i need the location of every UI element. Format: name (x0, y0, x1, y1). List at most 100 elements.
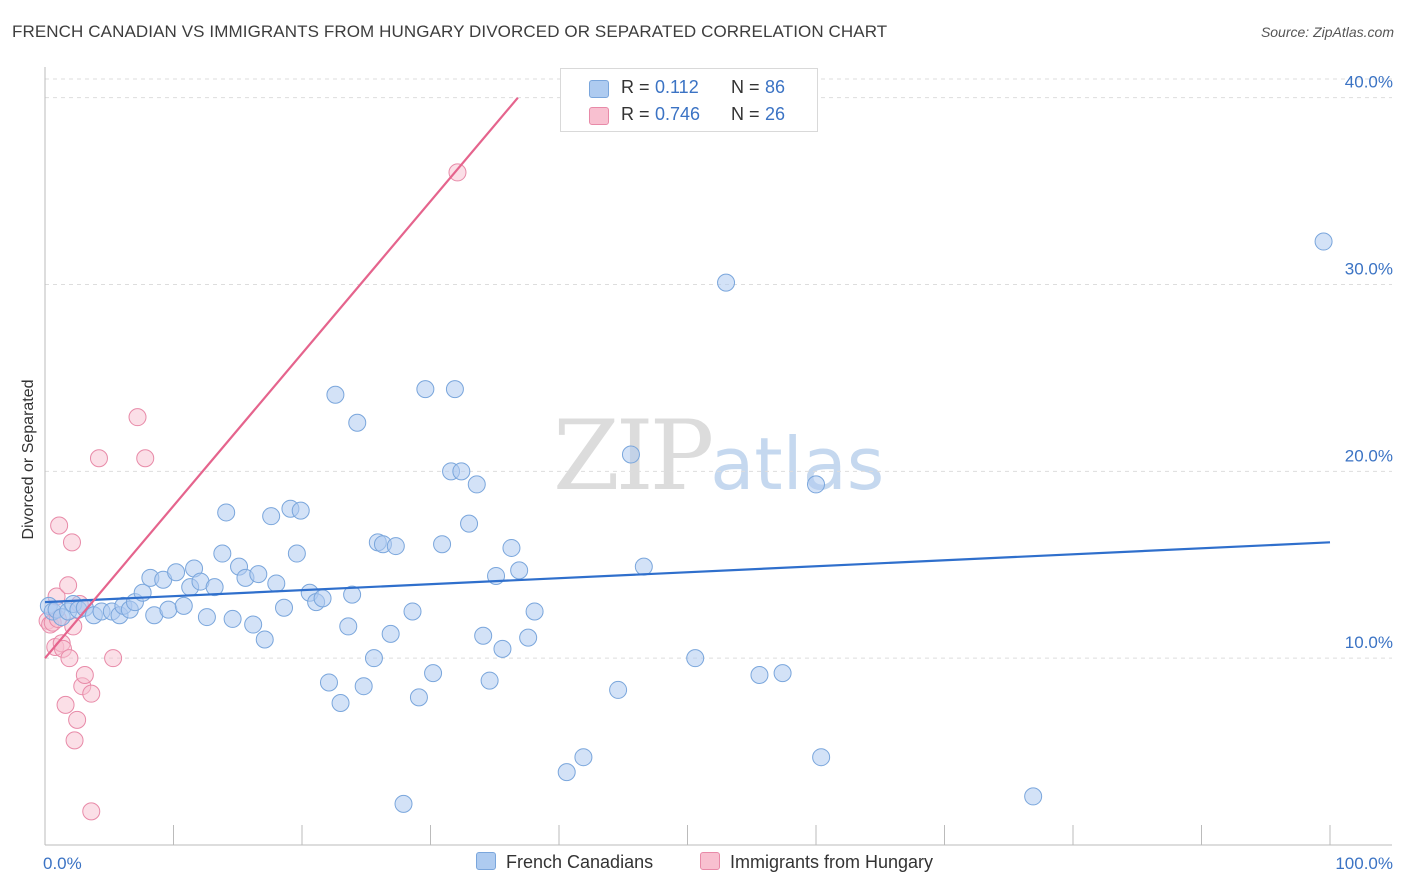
french-canadian-point (773, 664, 792, 683)
french-canadian-point (750, 665, 769, 684)
french-canadian-point (609, 680, 628, 699)
bottom-legend-label: French Canadians (506, 852, 654, 872)
hungary-point (60, 649, 79, 668)
tick-labels: 10.0% 20.0% 30.0% 40.0% 0.0% 100.0% Divorced o… (20, 73, 1393, 873)
french-canadian-point (205, 578, 224, 597)
y-tick-label: 40.0% (1345, 73, 1393, 92)
hungary-points (38, 163, 467, 821)
french-canadian-trend-line (44, 541, 1331, 604)
legend-swatch-blue (589, 80, 609, 98)
french-canadian-point (394, 794, 413, 813)
hungary-point (448, 163, 467, 182)
legend-n-label: N = (731, 77, 760, 97)
french-canadian-point (807, 475, 825, 494)
french-canadian-point (313, 589, 332, 608)
legend-r-label: R = (621, 104, 650, 124)
hungary-point (128, 408, 147, 427)
french-canadian-point (217, 503, 236, 522)
hungary-point (104, 649, 123, 668)
french-canadian-point (1024, 787, 1043, 806)
hungary-point (68, 710, 87, 729)
y-tick-label: 30.0% (1345, 260, 1393, 279)
french-canadian-point (331, 694, 350, 713)
chart-source: Source: ZipAtlas.com (1260, 24, 1394, 40)
french-canadian-point (339, 617, 358, 636)
french-canadian-point (275, 598, 294, 617)
french-canadian-point (381, 624, 400, 643)
x-tick-label-left: 0.0% (43, 854, 82, 873)
french-canadian-point (326, 385, 345, 404)
legend-n-value: 26 (765, 104, 786, 124)
hungary-point (136, 449, 155, 468)
french-canadian-point (255, 630, 274, 649)
french-canadian-point (167, 563, 186, 582)
french-canadian-point (364, 649, 383, 668)
hungary-trend-line (44, 96, 519, 659)
zipatlas-watermark: ZIPatlas (553, 400, 885, 512)
french-canadian-point (686, 649, 705, 668)
french-canadian-point (525, 602, 544, 621)
legend-swatch-pink (589, 107, 609, 125)
french-canadian-point (717, 273, 736, 292)
trend-lines (44, 96, 1331, 659)
french-canadian-point (416, 380, 435, 399)
hungary-point (62, 533, 81, 552)
french-canadian-point (174, 596, 193, 615)
french-canadian-point (409, 688, 428, 707)
french-canadian-point (343, 585, 362, 604)
hungary-point (89, 449, 108, 468)
french-canadian-point (354, 677, 373, 696)
legend-r-label: R = (621, 77, 650, 97)
french-canadian-point (445, 380, 464, 399)
french-canadian-point (386, 537, 405, 556)
x-tick-label-right: 100.0% (1335, 854, 1393, 873)
french-canadian-point (267, 574, 286, 593)
french-canadian-point (197, 608, 216, 627)
french-canadian-point (621, 445, 640, 464)
french-canadian-point (159, 600, 178, 619)
legend-n-value: 86 (765, 77, 786, 97)
bottom-legend-swatch-pink (700, 852, 720, 870)
legend-n-label: N = (731, 104, 760, 124)
french-canadian-point (424, 664, 443, 683)
axes (44, 67, 1392, 846)
french-canadian-point (460, 514, 479, 533)
bottom-legend-label: Immigrants from Hungary (730, 852, 934, 872)
hungary-point (59, 576, 78, 595)
french-canadian-point (502, 538, 521, 557)
french-canadian-point (433, 535, 452, 554)
hungary-point (50, 516, 69, 535)
french-canadian-point (474, 626, 493, 645)
hungary-point (82, 684, 101, 703)
french-canadian-point (403, 602, 422, 621)
french-canadian-point (812, 748, 831, 767)
bottom-legend-french-canadians: French Canadians (476, 852, 653, 873)
french-canadian-point (452, 462, 471, 481)
french-canadian-point (348, 413, 367, 432)
french-canadian-points (39, 232, 1333, 813)
french-canadian-point (634, 557, 653, 576)
french-canadian-point (557, 763, 576, 782)
french-canadian-point (262, 507, 281, 526)
hungary-point (82, 802, 101, 821)
french-canadian-point (213, 544, 232, 563)
chart-title: FRENCH CANADIAN VS IMMIGRANTS FROM HUNGA… (12, 22, 888, 41)
french-canadian-point (574, 748, 593, 767)
french-canadian-point (319, 673, 338, 692)
french-canadian-point (244, 615, 263, 634)
french-canadian-point (510, 561, 529, 580)
legend-r-value: 0.746 (655, 104, 701, 124)
french-canadian-point (467, 475, 486, 494)
hungary-point (75, 665, 94, 684)
french-canadian-point (480, 671, 499, 690)
legend-r-value: 0.112 (655, 77, 699, 97)
hungary-point (65, 731, 84, 750)
bottom-legend-hungary: Immigrants from Hungary (700, 852, 933, 873)
y-tick-label: 10.0% (1345, 633, 1393, 652)
bottom-legend-swatch-blue (476, 852, 496, 870)
y-axis-label: Divorced or Separated (20, 379, 37, 539)
french-canadian-point (223, 609, 242, 628)
french-canadian-point (1314, 232, 1333, 251)
french-canadian-point (519, 628, 538, 647)
